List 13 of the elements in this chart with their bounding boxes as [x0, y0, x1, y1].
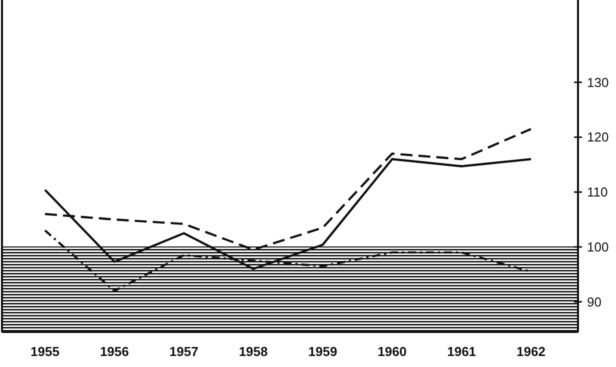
x-tick-label: 1956 — [100, 344, 129, 359]
y-tick-label: 110 — [587, 184, 608, 200]
y-tick-label: 90 — [587, 294, 602, 310]
x-tick-label: 1958 — [238, 344, 268, 359]
x-tick-label: 1960 — [378, 344, 407, 359]
x-tick-label: 1961 — [447, 344, 476, 359]
x-tick-label: 1957 — [169, 344, 198, 359]
x-tick-label: 1955 — [30, 344, 60, 359]
x-tick-label: 1959 — [308, 344, 338, 359]
x-tick-label: 1962 — [516, 344, 546, 359]
y-tick-label: 130 — [587, 74, 609, 90]
y-tick-label: 120 — [587, 130, 609, 145]
y-tick-label: 100 — [587, 239, 609, 254]
